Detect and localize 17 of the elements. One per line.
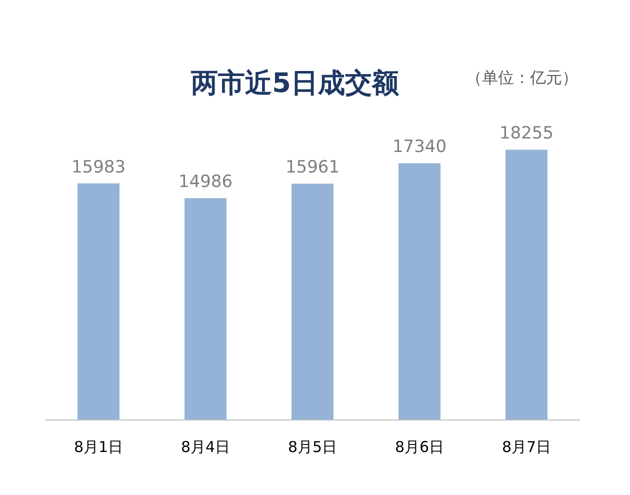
data-label: 17340	[392, 137, 447, 158]
bar	[506, 150, 548, 420]
chart-subtitle: （单位：亿元）	[466, 68, 578, 87]
bar	[184, 198, 226, 420]
x-tick-label: 8月1日	[74, 438, 124, 456]
data-label: 14986	[178, 172, 233, 192]
data-label: 15983	[71, 157, 126, 178]
x-tick-label: 8月7日	[502, 438, 552, 456]
x-tick-label: 8月5日	[288, 438, 338, 456]
bar	[292, 184, 334, 420]
bar	[398, 163, 440, 420]
data-label: 18255	[499, 124, 554, 144]
chart-title: 两市近5日成交额	[190, 68, 400, 99]
x-tick-label: 8月4日	[180, 438, 230, 456]
x-tick-label: 8月6日	[394, 438, 444, 456]
bar	[78, 183, 120, 420]
data-label: 15961	[285, 158, 340, 178]
